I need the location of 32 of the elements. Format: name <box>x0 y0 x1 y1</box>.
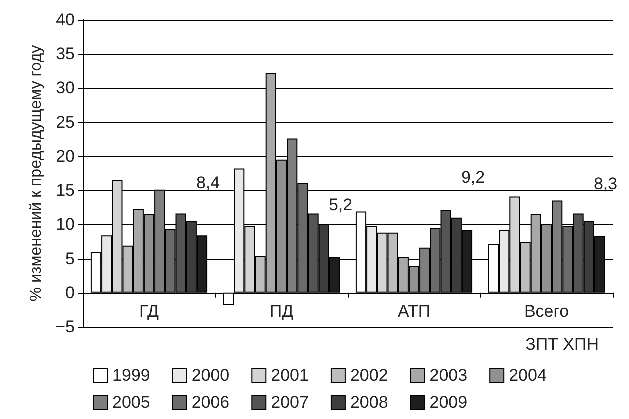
y-tick-label: 25 <box>56 112 75 132</box>
y-tick-label: 15 <box>56 181 75 200</box>
y-tick-label: 20 <box>56 146 75 166</box>
legend-label: 2002 <box>350 366 388 385</box>
legend-label: 2008 <box>350 393 388 412</box>
x-tick-label: Всего <box>524 302 570 321</box>
x-tick-label: АТП <box>398 302 431 321</box>
y-tick-label: 5 <box>66 249 75 268</box>
legend-label: 2006 <box>192 393 230 412</box>
legend-label: 2009 <box>430 393 468 412</box>
data-label: 5,2 <box>328 195 353 214</box>
bar <box>223 292 234 306</box>
x-tick-label: ГД <box>139 302 160 321</box>
y-tick-label: 0 <box>66 283 75 302</box>
legend-label: 1999 <box>112 366 150 385</box>
data-label: 8,3 <box>594 174 618 194</box>
y-tick-label: 40 <box>56 10 75 30</box>
y-axis-title: % изменений к предыдущему году <box>28 45 46 302</box>
data-label: 9,2 <box>461 168 486 188</box>
y-tick-label: 35 <box>56 44 75 64</box>
x-axis-title: ЗПТ ХПН <box>526 335 600 354</box>
y-tick-label: 30 <box>56 78 75 98</box>
legend-label: 2001 <box>271 366 309 385</box>
y-tick-label: −5 <box>56 318 75 336</box>
data-label: 8,4 <box>196 174 220 193</box>
x-tick-label: ПД <box>270 302 294 321</box>
legend-label: 2000 <box>192 366 230 385</box>
y-tick-label: 10 <box>56 215 75 234</box>
legend-label: 2003 <box>430 366 468 385</box>
legend-label: 2007 <box>271 393 309 412</box>
legend-label: 2004 <box>509 366 547 385</box>
legend-label: 2005 <box>112 393 150 412</box>
